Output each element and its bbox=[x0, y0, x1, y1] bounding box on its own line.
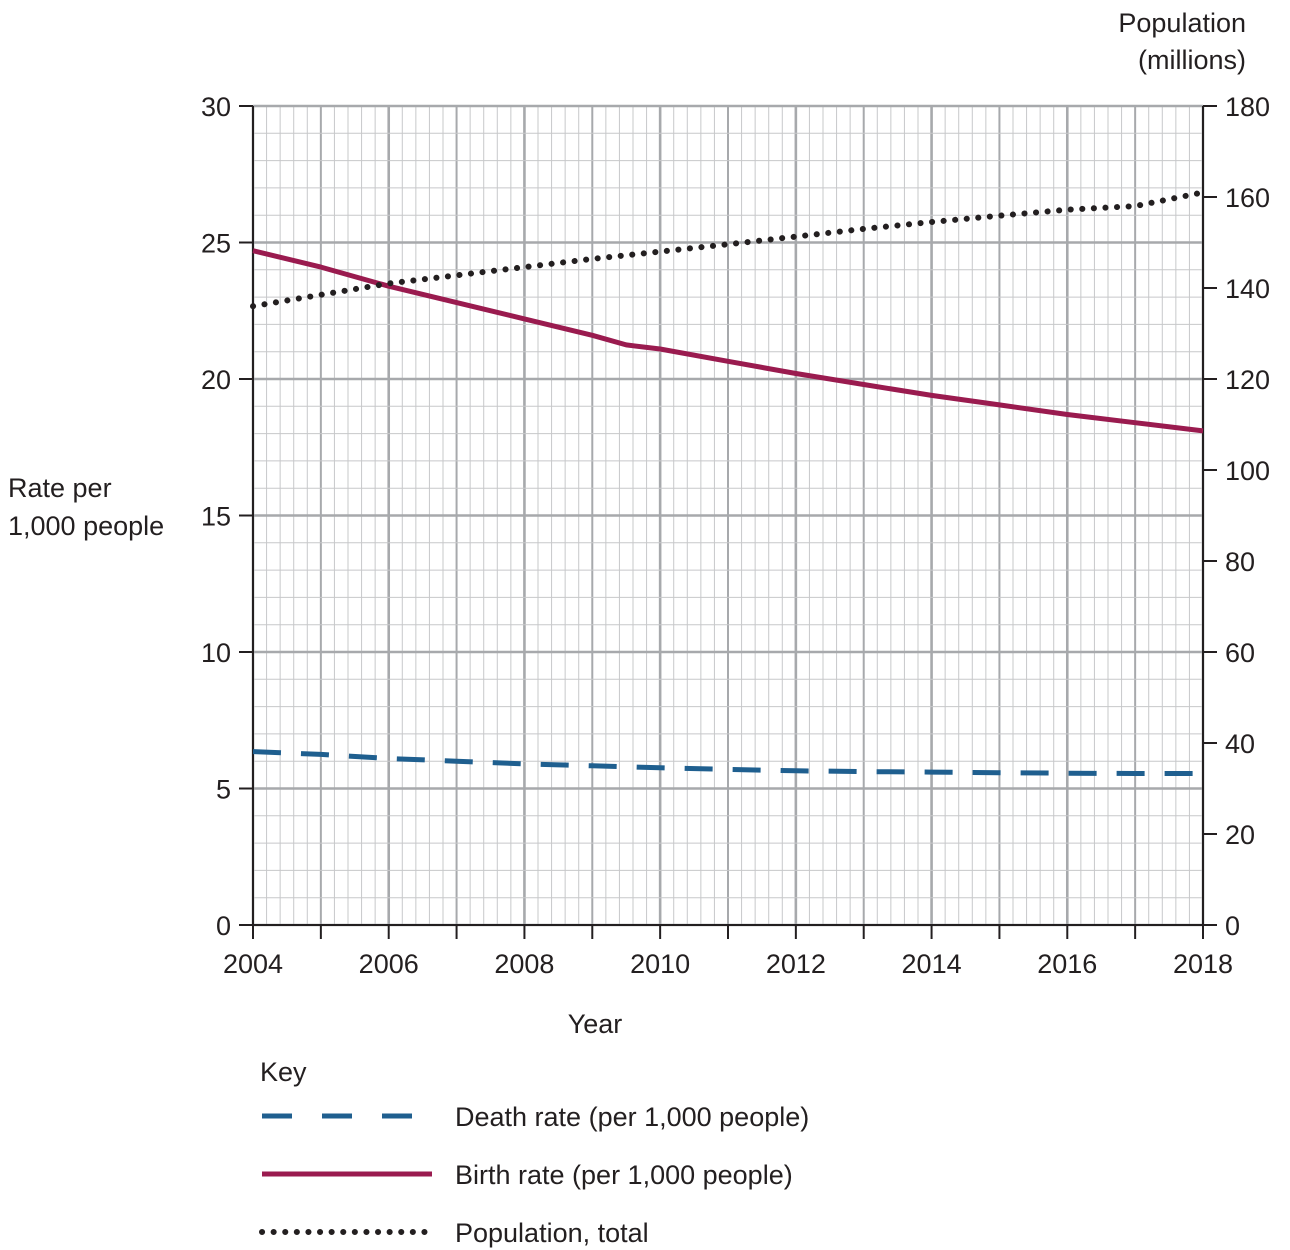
legend: Key Death rate (per 1,000 people) Birth r… bbox=[259, 1057, 809, 1248]
x-tick-label: 2004 bbox=[223, 949, 283, 979]
chart-axes: 2004 2006 2008 2010 2012 2014 2016 201805101520… bbox=[201, 92, 1270, 979]
y-right-axis-label-line-2: (millions) bbox=[1138, 45, 1246, 75]
y-right-tick-label: 40 bbox=[1225, 729, 1255, 759]
y-right-tick-label: 0 bbox=[1225, 911, 1240, 941]
legend-title: Key bbox=[260, 1057, 307, 1087]
y-right-tick-label: 120 bbox=[1225, 365, 1270, 395]
x-tick-label: 2010 bbox=[630, 949, 690, 979]
series-line-1 bbox=[252, 749, 1203, 776]
y-right-tick-label: 60 bbox=[1225, 638, 1255, 668]
series-line-2 bbox=[252, 248, 1204, 434]
x-tick-label: 2008 bbox=[494, 949, 554, 979]
x-tick-label: 2018 bbox=[1173, 949, 1233, 979]
x-tick-label: 2012 bbox=[766, 949, 826, 979]
chart-grid bbox=[251, 104, 1205, 927]
series-line-3 bbox=[250, 189, 1206, 310]
legend-label-2: Birth rate (per 1,000 people) bbox=[455, 1160, 793, 1190]
y-right-tick-label: 180 bbox=[1225, 92, 1270, 122]
legend-items: Death rate (per 1,000 people) Birth rate … bbox=[259, 1102, 809, 1248]
x-axis-label: Year bbox=[568, 1009, 623, 1039]
y-left-tick-label: 20 bbox=[201, 365, 231, 395]
chart-series bbox=[250, 189, 1206, 776]
x-tick-label: 2014 bbox=[902, 949, 962, 979]
y-right-tick-label: 160 bbox=[1225, 183, 1270, 213]
y-right-tick-label: 100 bbox=[1225, 456, 1270, 486]
y-left-tick-label: 15 bbox=[201, 502, 231, 532]
legend-label-1: Death rate (per 1,000 people) bbox=[455, 1102, 809, 1132]
y-right-axis-label-line-1: Population bbox=[1118, 8, 1246, 38]
y-left-tick-label: 30 bbox=[201, 92, 231, 122]
y-left-axis-label-line-1: Rate per bbox=[8, 473, 112, 503]
y-right-tick-label: 20 bbox=[1225, 820, 1255, 850]
y-left-tick-label: 10 bbox=[201, 638, 231, 668]
y-left-tick-label: 5 bbox=[216, 775, 231, 805]
y-right-tick-label: 80 bbox=[1225, 547, 1255, 577]
y-right-tick-label: 140 bbox=[1225, 274, 1270, 304]
y-left-axis-label-line-2: 1,000 people bbox=[8, 511, 164, 541]
legend-label-3: Population, total bbox=[455, 1218, 649, 1248]
y-left-tick-label: 25 bbox=[201, 229, 231, 259]
x-tick-label: 2006 bbox=[359, 949, 419, 979]
x-tick-label: 2016 bbox=[1037, 949, 1097, 979]
y-left-tick-label: 0 bbox=[216, 911, 231, 941]
